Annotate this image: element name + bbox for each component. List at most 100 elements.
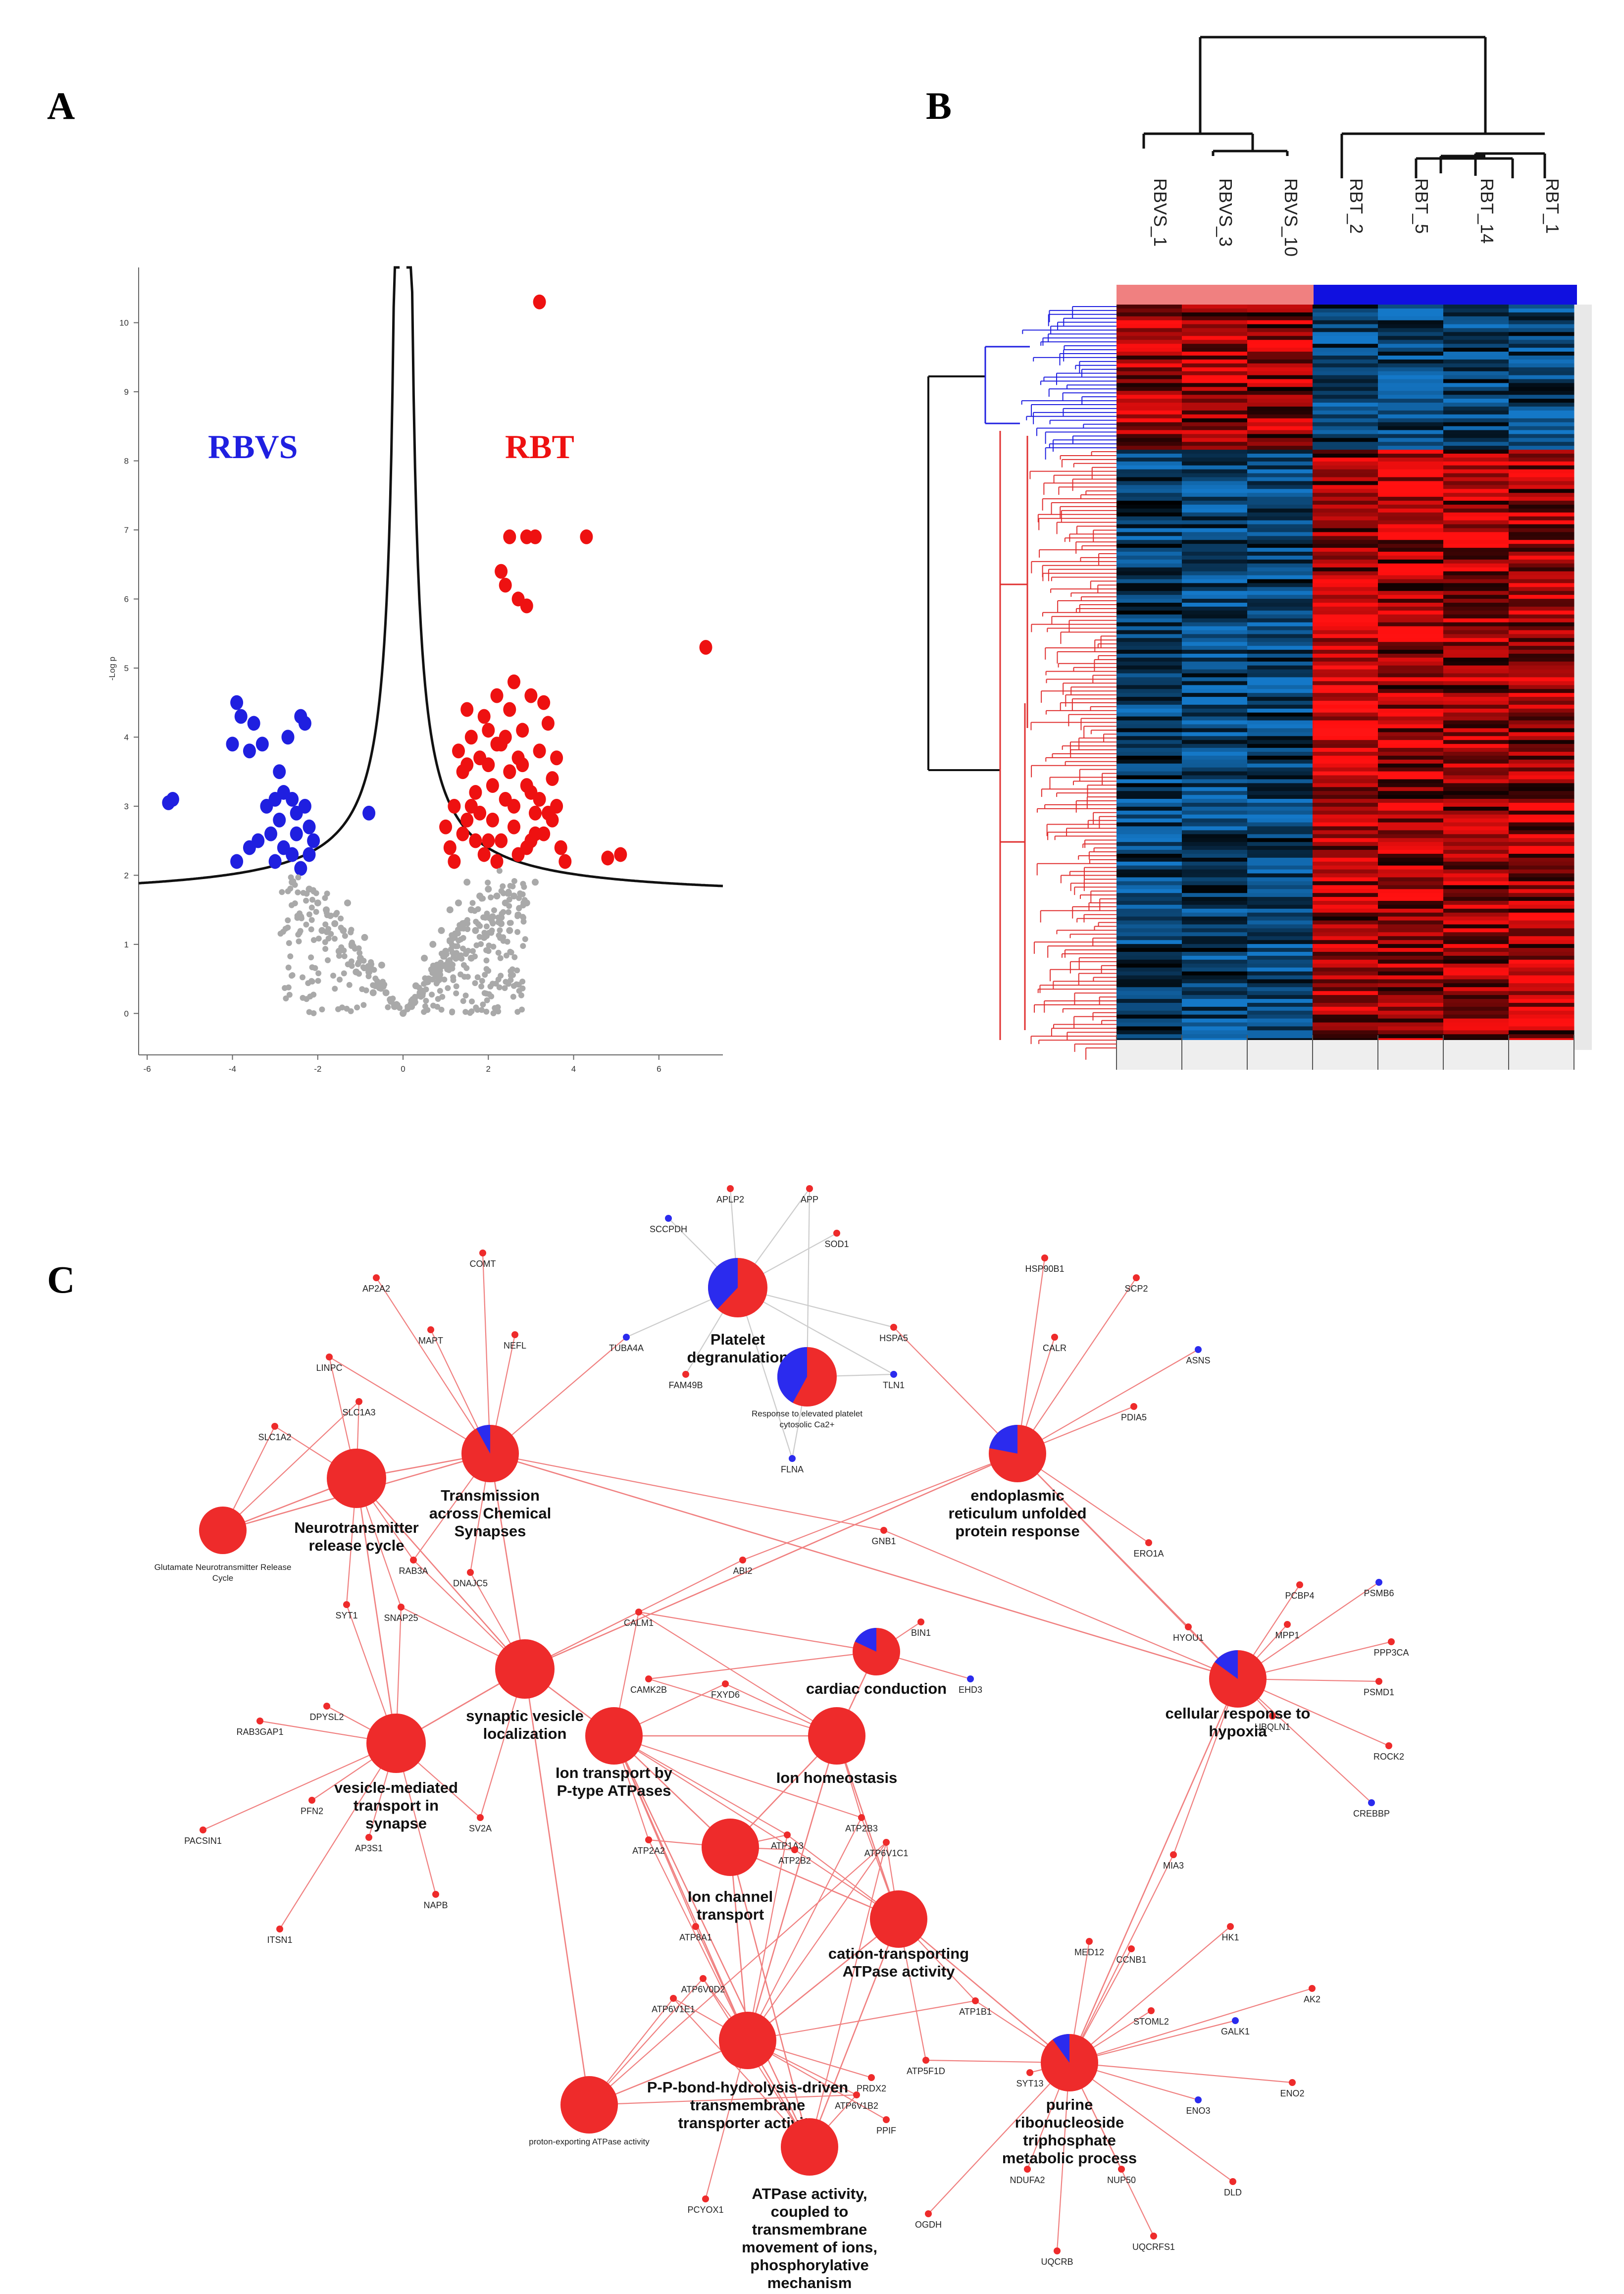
ns-point bbox=[457, 971, 464, 978]
network-edge bbox=[1237, 1678, 1372, 1803]
heatmap-cell bbox=[1116, 316, 1182, 321]
heatmap-cell bbox=[1313, 461, 1378, 466]
heatmap-cell bbox=[1182, 873, 1248, 878]
heatmap-cell bbox=[1182, 783, 1248, 787]
gene-node bbox=[467, 1569, 474, 1576]
heatmap-cell bbox=[1116, 610, 1182, 615]
heatmap-cell bbox=[1116, 728, 1182, 732]
gene-label: PACSIN1 bbox=[184, 1836, 222, 1846]
heatmap-cell bbox=[1116, 450, 1182, 454]
heatmap-cell bbox=[1378, 426, 1444, 431]
gene-label: PCYOX1 bbox=[687, 2205, 723, 2215]
heatmap-cell bbox=[1247, 653, 1313, 658]
rbvs-point bbox=[264, 826, 277, 841]
rbvs-point bbox=[273, 764, 286, 780]
heatmap-cell bbox=[1443, 704, 1509, 709]
heatmap-cell bbox=[1443, 442, 1509, 446]
heatmap-cell bbox=[1182, 606, 1248, 611]
heatmap-cell bbox=[1313, 387, 1378, 391]
heatmap-cell bbox=[1443, 548, 1509, 552]
heatmap-cell bbox=[1182, 736, 1248, 740]
heatmap-cell bbox=[1182, 603, 1248, 607]
gene-node bbox=[1130, 1403, 1137, 1410]
heatmap-cell bbox=[1509, 677, 1574, 682]
heatmap-cell bbox=[1116, 834, 1182, 838]
heatmap-cell bbox=[1509, 379, 1574, 384]
ns-point bbox=[341, 953, 348, 959]
heatmap-cell bbox=[1443, 371, 1509, 376]
heatmap-cell bbox=[1116, 391, 1182, 395]
ns-point bbox=[285, 917, 291, 924]
gene-node bbox=[511, 1331, 518, 1338]
heatmap-cell bbox=[1247, 924, 1313, 929]
heatmap-cell bbox=[1182, 312, 1248, 317]
heatmap-cell bbox=[1182, 787, 1248, 791]
heatmap-cell bbox=[1313, 834, 1378, 838]
network-edge bbox=[1172, 1678, 1239, 1855]
heatmap-cell bbox=[1443, 595, 1509, 599]
heatmap-cell bbox=[1378, 724, 1444, 729]
heatmap-cell bbox=[1509, 469, 1574, 474]
heatmap-cell bbox=[1313, 473, 1378, 478]
heatmap-cell bbox=[1509, 606, 1574, 611]
gene-node bbox=[645, 1836, 652, 1843]
term-label: cardiac conduction bbox=[806, 1680, 947, 1697]
rbt-point bbox=[477, 709, 491, 724]
heatmap-cell bbox=[1443, 583, 1509, 587]
sample-label: RBT_2 bbox=[1346, 178, 1367, 234]
heatmap-cell bbox=[1247, 618, 1313, 623]
heatmap-cell bbox=[1247, 575, 1313, 580]
ns-point bbox=[351, 943, 357, 949]
ns-point bbox=[308, 926, 314, 933]
heatmap-cell bbox=[1247, 716, 1313, 721]
heatmap-cell bbox=[1313, 897, 1378, 901]
term-label: synapse bbox=[365, 1815, 427, 1832]
heatmap-cell bbox=[1313, 528, 1378, 533]
ns-point bbox=[348, 929, 354, 936]
rbt-point bbox=[495, 833, 508, 848]
gene-label: NEFL bbox=[504, 1341, 526, 1351]
heatmap-cell bbox=[1443, 622, 1509, 627]
rbt-point bbox=[508, 819, 520, 834]
heatmap-cell bbox=[1247, 399, 1313, 403]
heatmap-cell bbox=[1378, 959, 1444, 964]
ns-point bbox=[310, 888, 317, 894]
gene-node bbox=[665, 1215, 672, 1222]
gene-label: PPP3CA bbox=[1373, 1648, 1409, 1658]
gene-label: ATP5F1D bbox=[907, 2066, 945, 2076]
heatmap-cell bbox=[1509, 575, 1574, 580]
heatmap-cell bbox=[1443, 708, 1509, 713]
ns-point bbox=[286, 940, 292, 946]
heatmap-cell bbox=[1378, 897, 1444, 901]
network-edge bbox=[1016, 1257, 1046, 1454]
heatmap-cell bbox=[1443, 818, 1509, 823]
heatmap-cell bbox=[1116, 685, 1182, 689]
heatmap-cell bbox=[1443, 763, 1509, 768]
heatmap-cell bbox=[1182, 971, 1248, 976]
heatmap-cell bbox=[1509, 1006, 1574, 1011]
ns-point bbox=[441, 976, 448, 983]
heatmap-cell bbox=[1116, 312, 1182, 317]
heatmap-cell bbox=[1247, 850, 1313, 854]
heatmap-cell bbox=[1313, 634, 1378, 638]
heatmap-cell bbox=[1116, 928, 1182, 933]
heatmap-cell bbox=[1443, 348, 1509, 352]
heatmap-cell bbox=[1116, 1014, 1182, 1019]
heatmap-cell bbox=[1443, 1014, 1509, 1019]
heatmap-cell bbox=[1443, 563, 1509, 568]
heatmap-cell bbox=[1313, 1010, 1378, 1015]
heatmap-cell bbox=[1247, 324, 1313, 329]
heatmap-cell bbox=[1182, 1014, 1248, 1019]
heatmap-cell bbox=[1378, 838, 1444, 842]
ns-point bbox=[366, 966, 373, 973]
network-edge bbox=[747, 1842, 887, 2041]
heatmap-cell bbox=[1313, 497, 1378, 501]
ns-point bbox=[308, 954, 314, 961]
heatmap-cell bbox=[1182, 795, 1248, 799]
heatmap-cell bbox=[1509, 861, 1574, 866]
heatmap-cell bbox=[1116, 320, 1182, 325]
heatmap-cell bbox=[1247, 889, 1313, 893]
x-tick-label: -2 bbox=[314, 1064, 321, 1074]
heatmap-cell bbox=[1509, 630, 1574, 634]
heatmap-cell bbox=[1313, 348, 1378, 352]
